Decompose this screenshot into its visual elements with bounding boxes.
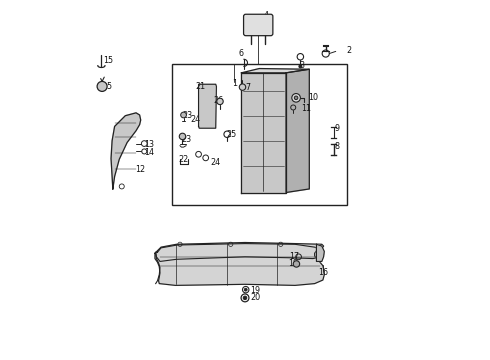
- Text: 8: 8: [335, 141, 340, 150]
- Text: 12: 12: [136, 165, 146, 174]
- Circle shape: [239, 84, 245, 90]
- Text: 7: 7: [245, 83, 250, 92]
- Circle shape: [293, 261, 300, 267]
- Polygon shape: [286, 69, 309, 193]
- Text: 17: 17: [289, 252, 299, 261]
- Text: 20: 20: [251, 293, 261, 302]
- Circle shape: [217, 98, 223, 105]
- Text: 15: 15: [103, 56, 114, 65]
- Polygon shape: [156, 244, 323, 261]
- Polygon shape: [155, 243, 324, 285]
- Polygon shape: [198, 84, 217, 128]
- Text: 16: 16: [318, 268, 328, 277]
- Text: 9: 9: [335, 124, 340, 133]
- Text: 23: 23: [183, 111, 193, 120]
- FancyBboxPatch shape: [244, 14, 273, 36]
- Text: 1: 1: [232, 79, 237, 88]
- Text: 21: 21: [196, 82, 205, 91]
- Text: 19: 19: [251, 285, 261, 294]
- Text: 2: 2: [346, 46, 351, 55]
- Circle shape: [294, 96, 298, 100]
- Polygon shape: [111, 113, 141, 189]
- Text: 11: 11: [301, 104, 312, 113]
- Text: 13: 13: [144, 140, 154, 149]
- Text: 14: 14: [144, 148, 154, 157]
- Text: 22: 22: [178, 155, 189, 164]
- Polygon shape: [317, 244, 324, 261]
- Text: 24: 24: [191, 115, 201, 124]
- Circle shape: [299, 65, 302, 68]
- Circle shape: [245, 288, 247, 291]
- Text: 18: 18: [288, 260, 298, 269]
- Text: 24: 24: [211, 158, 221, 167]
- Circle shape: [97, 81, 107, 91]
- Text: 26: 26: [213, 96, 223, 105]
- Text: 3: 3: [300, 61, 305, 70]
- Text: 10: 10: [308, 93, 318, 102]
- Circle shape: [181, 112, 186, 118]
- Bar: [172, 64, 347, 205]
- Text: 25: 25: [226, 130, 237, 139]
- Polygon shape: [242, 68, 309, 73]
- Text: 6: 6: [239, 49, 244, 58]
- Polygon shape: [242, 73, 286, 193]
- Circle shape: [292, 94, 300, 102]
- Circle shape: [243, 296, 247, 300]
- Circle shape: [179, 133, 186, 140]
- Text: 23: 23: [181, 135, 191, 144]
- Text: 4: 4: [264, 11, 269, 20]
- Text: 5: 5: [106, 82, 111, 91]
